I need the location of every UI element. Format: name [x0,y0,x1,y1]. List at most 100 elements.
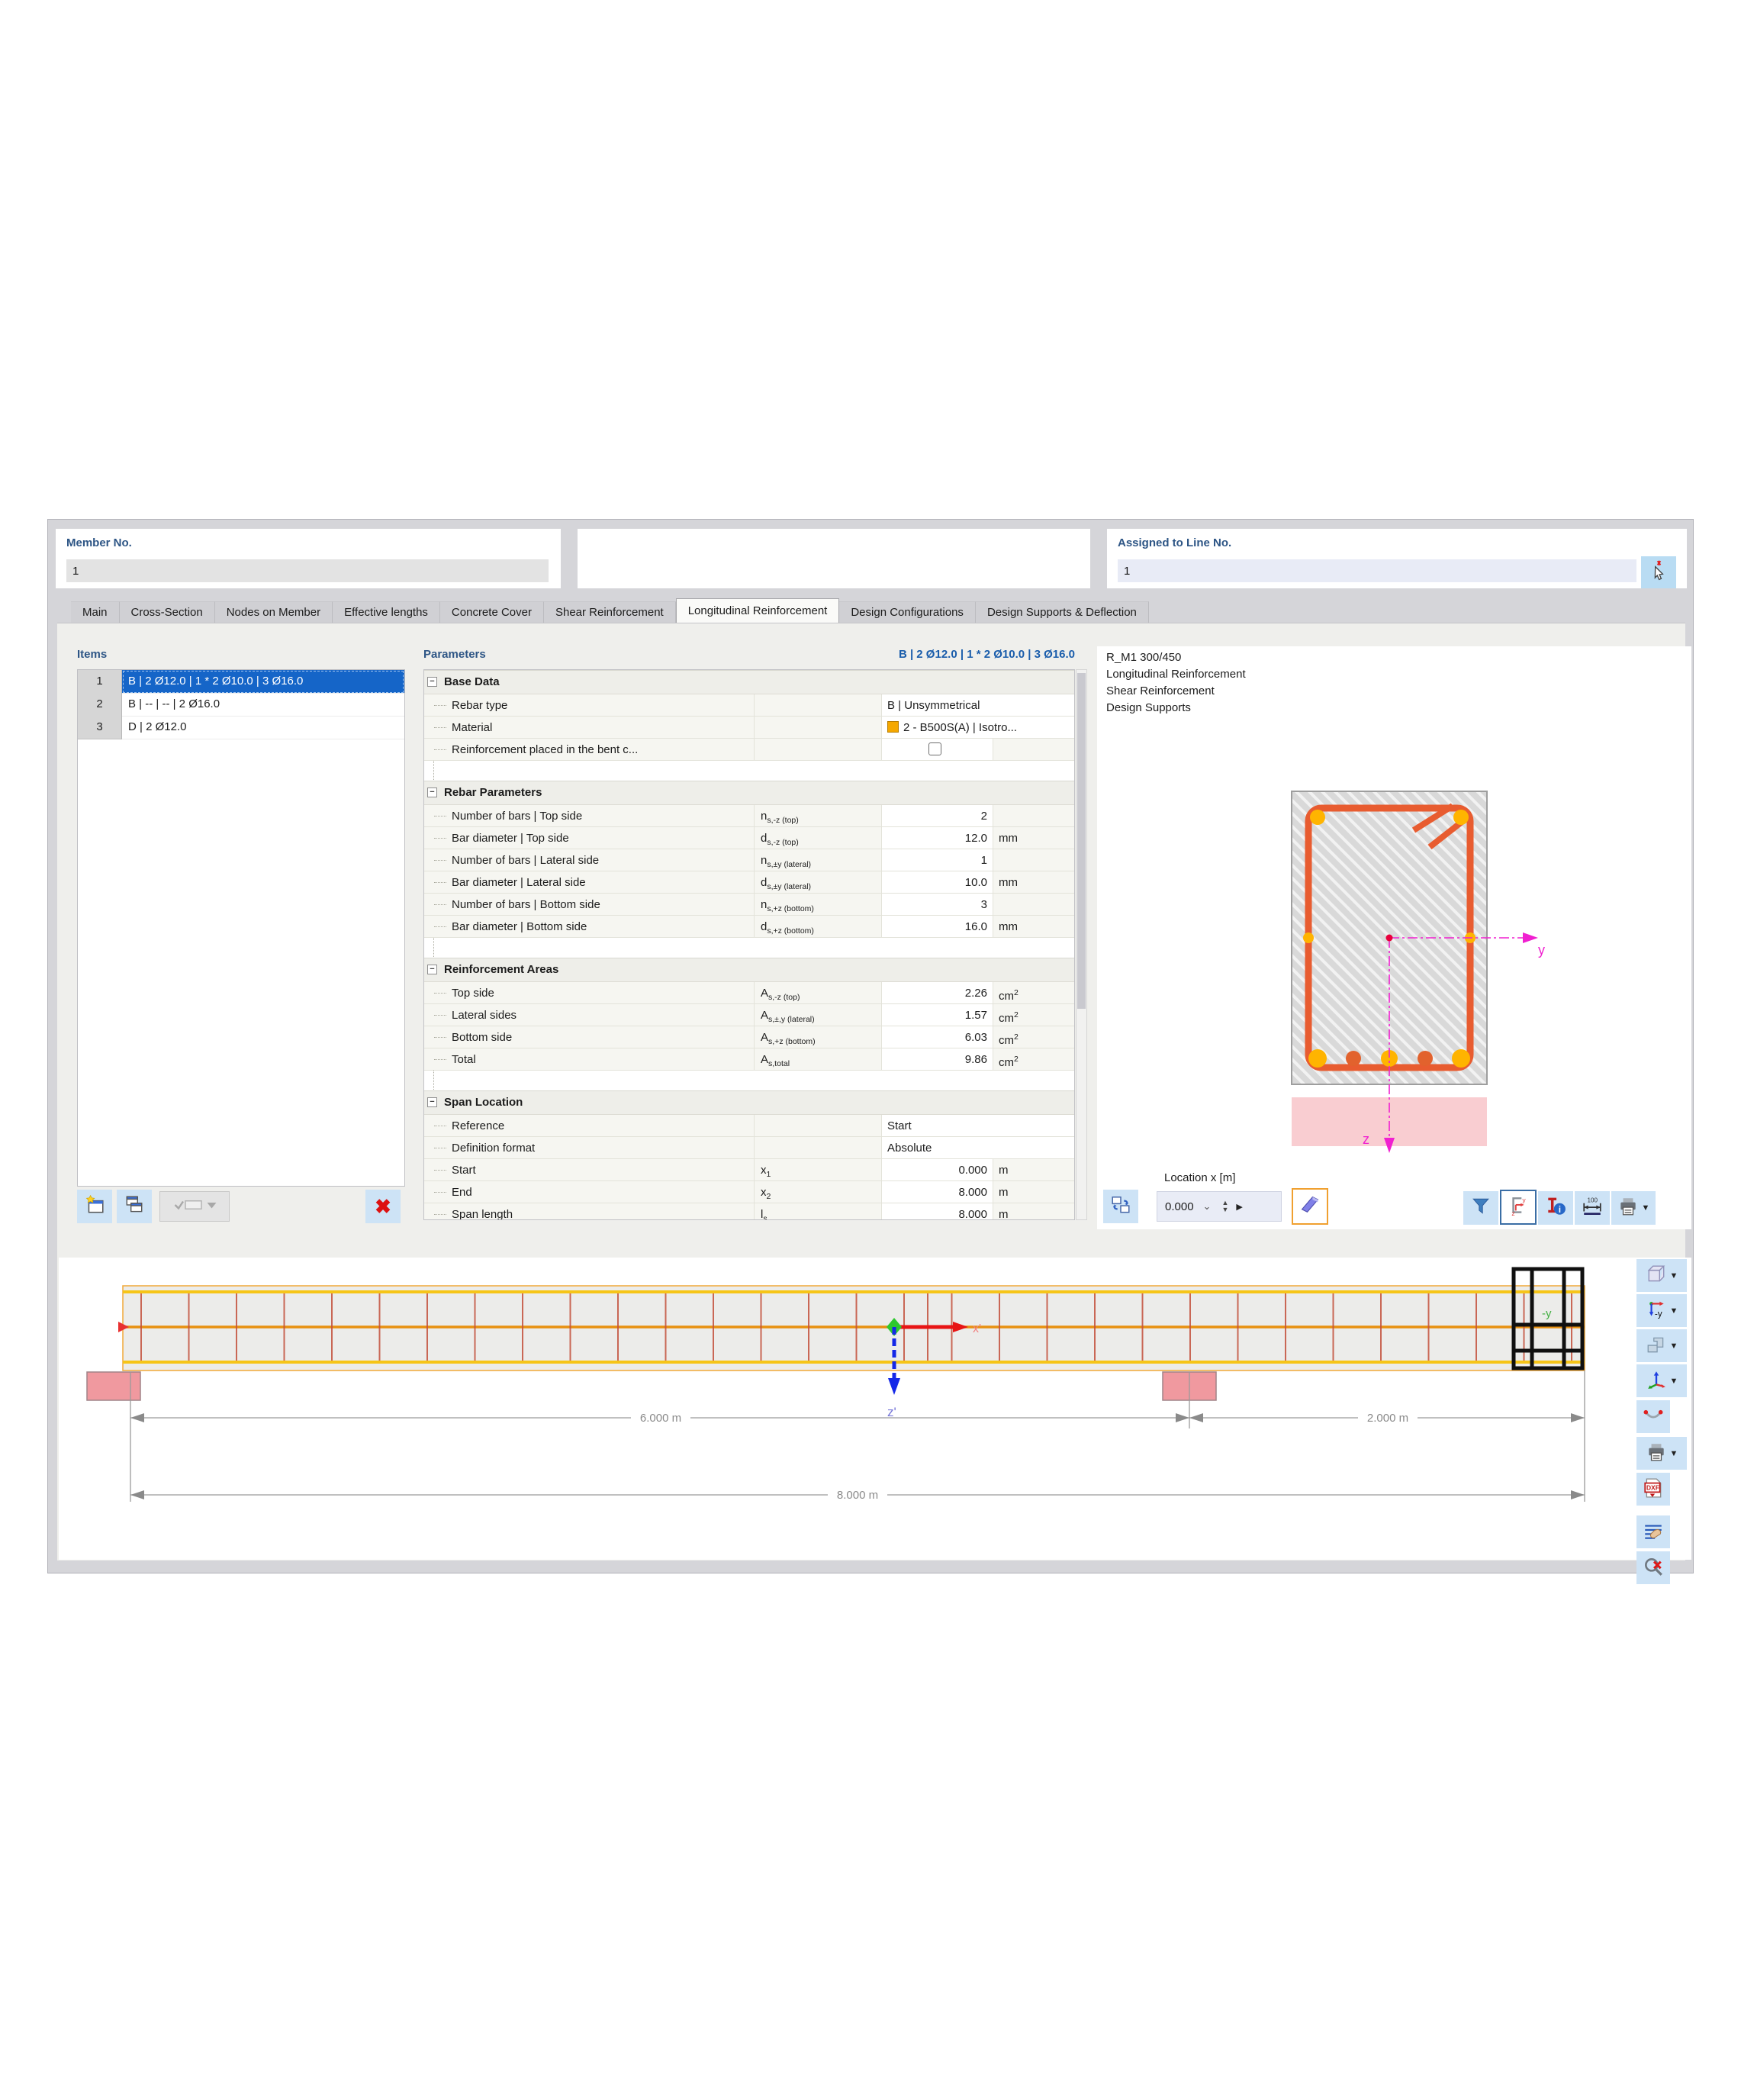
param-row[interactable]: End x2 8.000 m [424,1181,1074,1203]
isometric-view-button[interactable]: ▼ [1636,1259,1687,1292]
param-value[interactable]: 8.000 [882,1203,993,1219]
tab-concrete-cover[interactable]: Concrete Cover [439,601,544,623]
param-value[interactable]: B | Unsymmetrical [882,694,1074,717]
print-button[interactable]: ▼ [1611,1191,1656,1225]
collapse-icon[interactable]: − [427,677,437,687]
result-diagram-button[interactable] [1636,1400,1670,1433]
location-x-combo[interactable]: 0.000 ⌄ ▲ ▼ ▶ [1157,1191,1282,1222]
bent-corner-checkbox[interactable] [928,742,941,755]
tab-design-supports-deflection[interactable]: Design Supports & Deflection [975,601,1149,623]
param-row[interactable]: Bottom side As,+z (bottom) 6.03 cm2 [424,1026,1074,1048]
param-row[interactable]: Total As,total 9.86 cm2 [424,1048,1074,1071]
coordinate-system-button[interactable]: ▼ [1636,1364,1687,1397]
tab-effective-lengths[interactable]: Effective lengths [333,601,440,623]
collapse-icon[interactable]: − [427,1097,437,1107]
param-row[interactable]: Start x1 0.000 m [424,1159,1074,1181]
item-number[interactable]: 3 [78,716,122,739]
param-value[interactable]: 1 [882,849,993,871]
cross-section-view[interactable]: y z [1097,646,1691,1229]
param-value[interactable]: 12.0 [882,827,993,849]
section-box-cursor[interactable] [1511,1267,1585,1370]
delete-item-button[interactable]: ✖ [365,1190,401,1223]
param-row[interactable]: Reinforcement placed in the bent c... [424,739,1074,761]
tab-cross-section[interactable]: Cross-Section [119,601,215,623]
section-header[interactable]: − Span Location [424,1090,1074,1115]
param-row[interactable]: Lateral sides As,±,y (lateral) 1.57 cm2 [424,1004,1074,1026]
print-button[interactable]: ▼ [1636,1437,1687,1470]
param-row[interactable]: Bar diameter | Bottom side ds,+z (bottom)… [424,916,1074,938]
param-value[interactable]: 8.000 [882,1181,993,1203]
tab-nodes-on-member[interactable]: Nodes on Member [214,601,333,623]
filter-button[interactable] [1463,1191,1498,1225]
param-row[interactable]: Top side As,-z (top) 2.26 cm2 [424,982,1074,1004]
tab-longitudinal-reinforcement[interactable]: Longitudinal Reinforcement [675,598,840,623]
param-value[interactable]: 6.03 [882,1026,993,1048]
tab-design-configurations[interactable]: Design Configurations [839,601,976,623]
param-row[interactable]: Number of bars | Lateral side ns,±y (late… [424,849,1074,871]
collapse-icon[interactable]: − [427,788,437,797]
dropdown-arrow-icon[interactable]: ▼ [1669,1306,1678,1316]
display-settings-button[interactable] [1636,1515,1670,1548]
param-value[interactable]: 2 - B500S(A) | Isotro... [882,717,1074,739]
dimensions-button[interactable]: 100 [1575,1191,1610,1225]
export-dxf-button[interactable]: DXF [1636,1473,1670,1506]
dropdown-arrow-icon[interactable]: ▼ [1669,1271,1678,1280]
param-value[interactable]: 10.0 [882,871,993,894]
param-row[interactable]: Reference Start [424,1115,1074,1137]
view-direction-minus-y-button[interactable]: -y ▼ [1636,1294,1687,1327]
param-value[interactable]: 16.0 [882,916,993,938]
item-label[interactable]: B | 2 Ø12.0 | 1 * 2 Ø10.0 | 3 Ø16.0 [122,670,404,694]
transfer-location-button[interactable] [1103,1190,1138,1223]
param-value[interactable]: 2.26 [882,982,993,1004]
dropdown-arrow-icon[interactable]: ▼ [1669,1341,1678,1351]
assigned-line-input[interactable]: 1 [1118,559,1636,582]
section-header[interactable]: − Reinforcement Areas [424,958,1074,982]
dropdown-arrow-icon[interactable]: ▼ [1669,1448,1678,1458]
zoom-reset-button[interactable] [1636,1551,1670,1584]
dropdown-arrow-icon[interactable]: ▼ [1669,1376,1678,1386]
render-mode-button[interactable]: ▼ [1636,1329,1687,1362]
new-item-button[interactable] [77,1190,112,1223]
section-header[interactable]: − Base Data [424,670,1074,694]
dropdown-arrow-icon[interactable]: ▼ [1641,1203,1650,1213]
param-value[interactable]: Start [882,1115,1074,1137]
param-value[interactable]: 1.57 [882,1004,993,1026]
scrollbar-thumb[interactable] [1077,673,1086,1009]
section-header[interactable]: − Rebar Parameters [424,781,1074,805]
param-row[interactable]: Definition format Absolute [424,1137,1074,1159]
param-row[interactable]: Rebar type B | Unsymmetrical [424,694,1074,717]
item-number[interactable]: 2 [78,693,122,717]
parameters-scrollbar[interactable] [1076,669,1087,1220]
tab-shear-reinforcement[interactable]: Shear Reinforcement [543,601,676,623]
view-3d-button[interactable] [1292,1188,1328,1225]
param-row[interactable]: Span length ls 8.000 m [424,1203,1074,1219]
param-row[interactable]: Number of bars | Top side ns,-z (top) 2 [424,805,1074,827]
select-line-button[interactable] [1641,556,1676,588]
item-label[interactable]: B | -- | -- | 2 Ø16.0 [122,693,404,717]
param-row[interactable]: Bar diameter | Lateral side ds,±y (latera… [424,871,1074,894]
item-label[interactable]: D | 2 Ø12.0 [122,716,404,739]
param-value[interactable]: 9.86 [882,1048,993,1071]
param-value[interactable]: 3 [882,894,993,916]
param-value[interactable]: Absolute [882,1137,1074,1159]
beam-elevation-view[interactable]: 6.000 m 2.000 m 8.000 m x' z' [59,1258,1691,1560]
location-spinner[interactable]: ▲ ▼ [1221,1199,1229,1213]
param-row[interactable]: Bar diameter | Top side ds,-z (top) 12.0 mm [424,827,1074,849]
member-no-input[interactable]: 1 [66,559,549,582]
param-value[interactable]: 2 [882,805,993,827]
copy-item-button[interactable] [117,1190,152,1223]
location-step-icon[interactable]: ▶ [1236,1202,1243,1212]
tab-main[interactable]: Main [71,601,120,623]
param-row[interactable]: Number of bars | Bottom side ns,+z (botto… [424,894,1074,916]
collapse-icon[interactable]: − [427,965,437,974]
item-number[interactable]: 1 [78,670,122,694]
member-info-button[interactable]: i [1538,1191,1573,1225]
param-value[interactable]: 0.000 [882,1159,993,1181]
combo-chevron-icon[interactable]: ⌄ [1202,1200,1212,1212]
param-value[interactable] [882,739,993,761]
param-row[interactable]: Material 2 - B500S(A) | Isotro... [424,717,1074,739]
